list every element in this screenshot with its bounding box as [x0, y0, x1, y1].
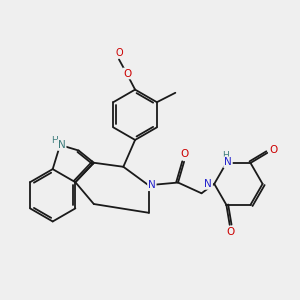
Text: H: H: [222, 151, 229, 160]
Text: O: O: [123, 68, 131, 79]
Text: N: N: [58, 140, 66, 150]
Text: O: O: [226, 226, 235, 237]
Text: O: O: [269, 145, 278, 154]
Text: H: H: [51, 136, 57, 146]
Text: O: O: [180, 149, 188, 159]
Text: N: N: [204, 179, 212, 189]
Text: N: N: [224, 157, 232, 167]
Text: O: O: [115, 48, 123, 58]
Text: N: N: [148, 180, 156, 190]
